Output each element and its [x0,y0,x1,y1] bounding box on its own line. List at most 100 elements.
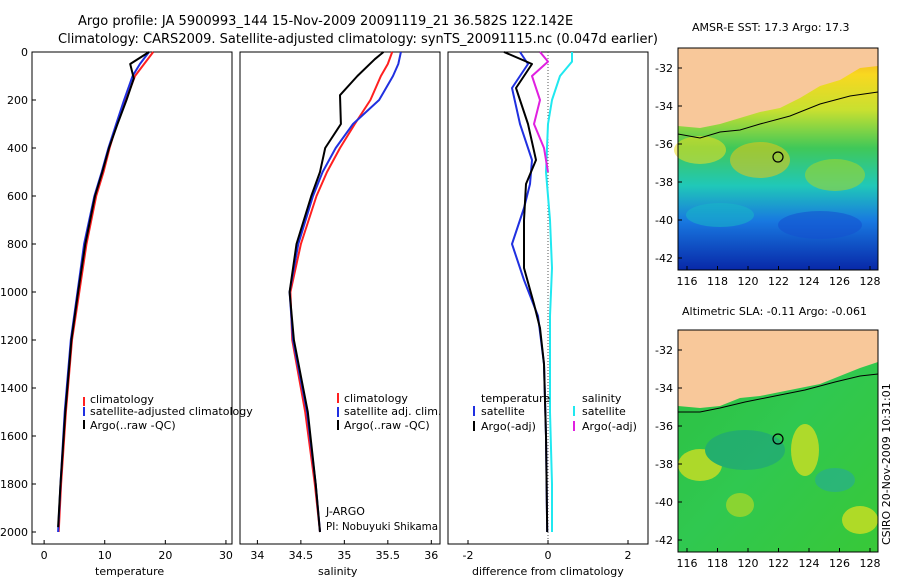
difference-legend-temp-satellite: satellite [481,405,525,418]
salinity-x-ticks: 34 34.5 35 35.5 36 [250,540,438,562]
lat-tick-label: -32 [655,62,673,75]
temperature-axes-frame [31,51,233,545]
lon-tick-label: 120 [738,275,759,288]
salinity-legend-climatology: climatology [344,392,408,405]
temperature-legend-satellite: satellite-adjusted climatology [90,405,253,418]
sst-argo-marker [772,151,784,163]
salinity-legend: climatology satellite adj. clim. Argo(..… [337,392,441,432]
lon-tick-label: 122 [768,557,789,570]
x-tick-label: 0 [41,549,48,562]
lon-tick-label: 128 [860,275,881,288]
depth-tick-label: 1000 [0,286,28,299]
difference-legend-sal-argo: Argo(-adj) [582,420,637,433]
difference-legend-temp-argo: Argo(-adj) [481,420,536,433]
temperature-lines [57,51,154,533]
difference-legend-salinity-title: salinity [582,392,622,405]
salinity-legend-satellite: satellite adj. clim. [344,405,441,418]
salinity-panel: 34 34.5 35 35.5 36 salinity climatology sate… [239,51,441,578]
figure-title-line2: Climatology: CARS2009. Satellite-adjuste… [58,32,658,47]
sst-x-ticks: 116 118 120 122 124 126 128 [677,266,881,288]
sla-map-title: Altimetric SLA: -0.11 Argo: -0.061 [682,305,867,318]
salinity-note-pi: PI: Nobuyuki Shikama [326,520,438,533]
salinity-xlabel: salinity [318,565,358,578]
depth-tick-label: 200 [7,94,28,107]
lon-tick-label: 126 [829,275,850,288]
series-line-climatology [289,51,394,533]
lat-tick-label: -34 [655,382,673,395]
difference-xlabel: difference from climatology [472,565,624,578]
lat-tick-label: -40 [655,496,673,509]
salinity-axes-frame [239,51,441,545]
lon-tick-label: 118 [707,275,728,288]
sst-y-ticks: -32 -34 -36 -38 -40 -42 [655,62,682,265]
sla-argo-marker [772,433,784,445]
difference-x-ticks: -2 0 2 [463,540,632,562]
salinity-lines [288,51,402,533]
lat-tick-label: -32 [655,344,673,357]
sst-warm-eddies [674,136,865,239]
sst-coastline-contour [677,91,879,139]
depth-tick-label: 1600 [0,430,28,443]
difference-legend: temperature satellite Argo(-adj) salinit… [473,392,637,433]
lon-tick-label: 116 [677,275,698,288]
lon-tick-label: 124 [799,557,820,570]
sla-anomaly-blobs [678,424,878,534]
sst-land [678,48,878,128]
lat-tick-label: -38 [655,176,673,189]
x-tick-label: 34 [250,549,264,562]
difference-panel: -2 0 2 difference from climatology tempera… [447,51,649,578]
temperature-panel: 0 10 20 30 temperature climatology satellit… [31,51,253,578]
series-line-argo-raw-qc- [288,51,385,533]
series-line-argo-adj- [503,51,549,533]
sla-map: Altimetric SLA: -0.11 Argo: -0.061 -32-3… [655,305,880,570]
sla-x-ticks: 116 118 120 122 124 126 128 [677,548,881,570]
series-line-satellite-adjusted-climatology [57,51,150,533]
x-tick-label: 34.5 [289,549,314,562]
lat-tick-label: -36 [655,420,673,433]
temperature-legend-argo: Argo(..raw -QC) [90,419,176,432]
x-tick-label: 10 [98,549,112,562]
difference-legend-sal-satellite: satellite [582,405,626,418]
series-line-satellite-adj-clim- [288,51,402,533]
series-line-climatology [57,51,154,533]
lon-tick-label: 120 [738,557,759,570]
depth-tick-label: 1200 [0,334,28,347]
lon-tick-label: 124 [799,275,820,288]
depth-tick-label: 1400 [0,382,28,395]
difference-lines [503,51,573,533]
x-tick-label: 35.5 [376,549,401,562]
lat-tick-label: -38 [655,458,673,471]
lat-tick-label: -36 [655,138,673,151]
salinity-legend-argo: Argo(..raw -QC) [344,419,430,432]
lon-tick-label: 126 [829,557,850,570]
lon-tick-label: 116 [677,557,698,570]
side-timestamp-label: CSIRO 20-Nov-2009 10:31:01 [880,383,893,545]
depth-tick-label: 600 [7,190,28,203]
temperature-legend-climatology: climatology [90,393,154,406]
temperature-xlabel: temperature [95,565,164,578]
sla-coastline-contour [678,373,879,413]
sla-land [678,330,878,408]
series-line-argo-raw-qc- [57,51,150,528]
series-line-satellite [511,51,549,533]
depth-tick-labels: 0 200 400 600 800 1000 1200 1400 1600 1800 2000 [0,46,36,539]
lat-tick-label: -42 [655,252,673,265]
sst-map-title: AMSR-E SST: 17.3 Argo: 17.3 [692,21,850,34]
sla-y-ticks: -32 -34 -36 -38 -40 -42 [655,344,682,547]
depth-tick-label: 2000 [0,526,28,539]
depth-tick-label: 1800 [0,478,28,491]
temperature-legend: climatology satellite-adjusted climatolo… [83,393,253,432]
lat-tick-label: -42 [655,534,673,547]
x-tick-label: 2 [625,549,632,562]
x-tick-label: 36 [424,549,438,562]
x-tick-label: 30 [219,549,233,562]
temperature-x-ticks: 0 10 20 30 [41,540,233,562]
x-tick-label: 20 [158,549,172,562]
x-tick-label: 0 [545,549,552,562]
x-tick-label: 35 [337,549,351,562]
lat-tick-label: -40 [655,214,673,227]
depth-tick-label: 0 [21,46,28,59]
salinity-note-program: J-ARGO [325,505,365,518]
series-line-satellite [545,52,573,532]
